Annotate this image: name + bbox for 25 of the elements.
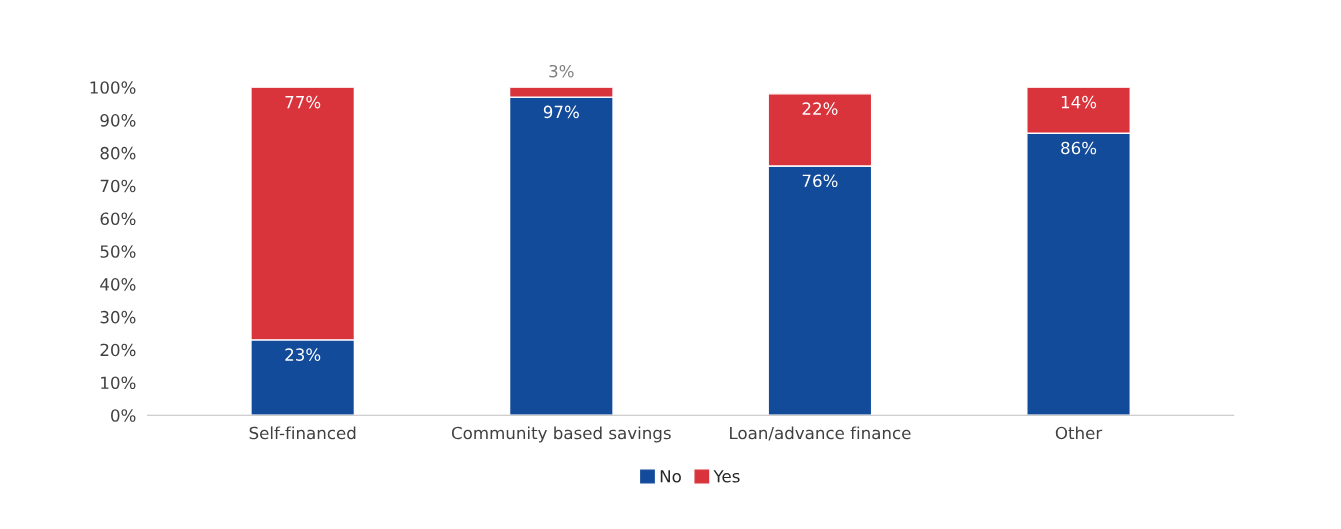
x-tick-label: Self-financed: [249, 426, 356, 440]
data-label: 22%: [802, 102, 838, 115]
x-tick-label: Other: [1055, 426, 1103, 440]
y-tick-label: 70%: [100, 179, 136, 193]
data-label: 3%: [549, 64, 574, 78]
data-label: 23%: [285, 348, 321, 361]
y-tick-label: 30%: [100, 310, 136, 324]
x-tick-label: Loan/advance finance: [730, 426, 911, 441]
legend-label: Yes: [713, 470, 740, 483]
data-label: 14%: [1061, 95, 1097, 109]
y-tick-label: 0%: [111, 409, 136, 422]
y-tick-label: 50%: [100, 245, 136, 258]
data-label: 77%: [285, 95, 321, 109]
data-label: 76%: [802, 174, 838, 188]
y-tick-label: 80%: [100, 146, 136, 160]
y-tick-label: 20%: [100, 343, 136, 357]
y-tick-label: 100%: [90, 81, 136, 94]
y-tick-label: 60%: [100, 212, 136, 226]
data-label: 86%: [1061, 141, 1097, 155]
x-tick-label: Community based savings: [451, 426, 671, 443]
legend-label: No: [660, 470, 681, 483]
y-tick-label: 90%: [100, 114, 136, 127]
y-tick-label: 40%: [100, 278, 136, 291]
data-label: 97%: [543, 105, 579, 119]
y-tick-label: 10%: [101, 376, 136, 390]
